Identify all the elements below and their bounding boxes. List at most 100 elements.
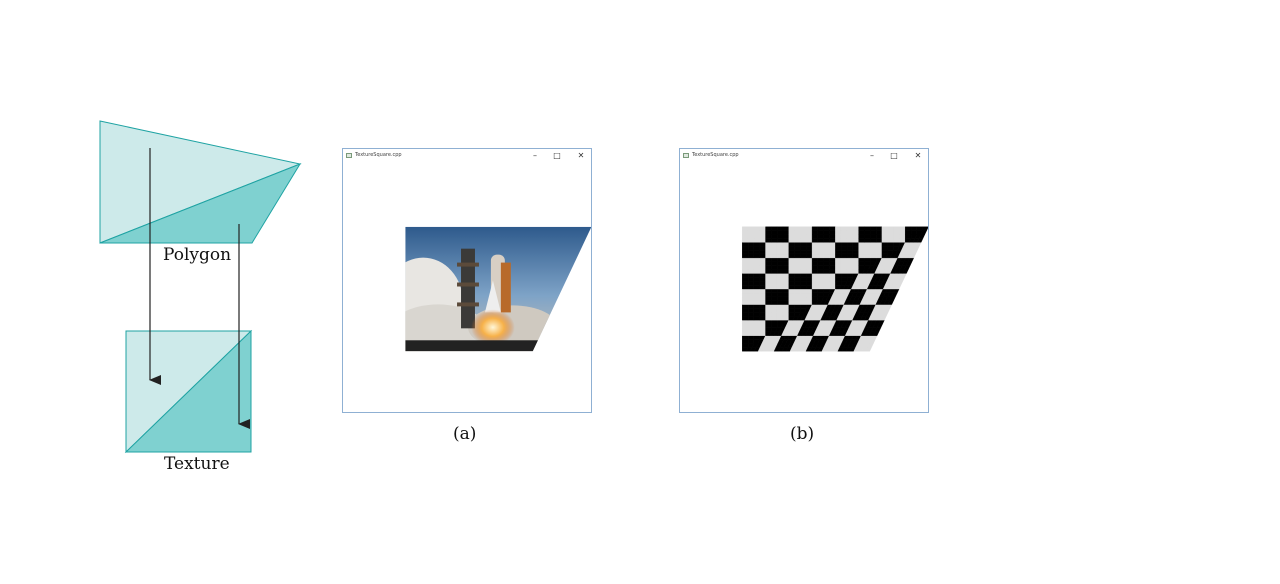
window-titlebar[interactable]: TextureSquare.cpp – □ ✕	[343, 149, 591, 163]
checker-cell	[823, 245, 830, 251]
checker-cell	[742, 300, 749, 305]
checker-cell	[771, 242, 778, 247]
checker-cell	[776, 226, 784, 231]
checker-cell	[817, 281, 824, 286]
checker-cell	[905, 226, 912, 231]
checker-cell	[753, 284, 760, 290]
checker-cell	[800, 230, 807, 235]
checker-cell	[817, 238, 824, 243]
checker-cell	[742, 312, 749, 317]
checker-cell	[759, 304, 766, 309]
checker-cell	[835, 277, 842, 282]
checker-cell	[753, 292, 760, 297]
checker-cell	[806, 277, 813, 282]
checker-cell	[765, 234, 772, 239]
checker-cell	[817, 230, 824, 235]
checker-cell	[893, 238, 900, 243]
checker-cell	[829, 273, 836, 278]
close-icon[interactable]: ✕	[914, 151, 922, 160]
checker-cell	[753, 261, 760, 266]
checker-cell	[852, 249, 859, 255]
checker-cell	[840, 249, 848, 255]
checker-cell	[788, 304, 795, 309]
checker-cell	[794, 281, 801, 286]
close-icon[interactable]: ✕	[577, 151, 585, 160]
checker-cell	[817, 269, 824, 274]
checker-cell	[806, 253, 813, 259]
checker-cell	[742, 304, 749, 309]
checker-cell	[811, 292, 819, 297]
window-a[interactable]: TextureSquare.cpp – □ ✕	[342, 148, 592, 413]
checker-cell	[753, 335, 760, 340]
checker-cell	[747, 319, 755, 325]
checker-cell	[788, 242, 795, 247]
checker-cell	[794, 284, 801, 290]
checker-cell	[835, 249, 842, 255]
checker-cell	[747, 308, 755, 313]
checker-cell	[846, 234, 854, 239]
checker-cell	[811, 238, 819, 243]
checker-cell	[776, 242, 784, 247]
checker-cell	[765, 316, 772, 321]
checker-cell	[806, 269, 813, 274]
checker-cell	[753, 257, 760, 262]
window-titlebar[interactable]: TextureSquare.cpp – □ ✕	[680, 149, 928, 163]
checker-cell	[794, 242, 801, 247]
checker-cell	[864, 234, 871, 239]
checker-cell	[753, 234, 760, 239]
checker-cell	[846, 273, 854, 278]
checker-cell	[747, 273, 755, 278]
checker-cell	[864, 245, 871, 251]
checker-cell	[771, 261, 778, 266]
checker-cell	[747, 249, 755, 255]
checker-cell	[858, 257, 865, 262]
checker-cell	[899, 238, 906, 243]
checker-cell	[759, 265, 766, 270]
checker-cell	[899, 234, 906, 239]
checker-cell	[742, 273, 749, 278]
checker-cell	[806, 265, 813, 270]
checker-cell	[776, 308, 784, 313]
app-icon	[346, 153, 352, 158]
checker-cell	[829, 234, 836, 239]
checker-cell	[846, 238, 854, 243]
checker-cell	[759, 316, 766, 321]
window-title: TextureSquare.cpp	[355, 152, 402, 158]
maximize-icon[interactable]: □	[553, 151, 561, 160]
minimize-icon[interactable]: –	[533, 151, 537, 160]
checker-cell	[811, 226, 819, 231]
checker-cell	[800, 257, 807, 262]
checker-cell	[823, 242, 830, 247]
checker-cell	[788, 273, 795, 278]
checker-cell	[858, 238, 865, 243]
checker-cell	[782, 284, 790, 290]
checker-cell	[817, 265, 824, 270]
checker-cell	[806, 238, 813, 243]
checker-cell	[823, 249, 830, 255]
window-b[interactable]: TextureSquare.cpp – □ ✕	[679, 148, 929, 413]
minimize-icon[interactable]: –	[870, 151, 874, 160]
maximize-icon[interactable]: □	[890, 151, 898, 160]
checker-cell	[753, 245, 760, 251]
checker-cell	[759, 226, 766, 231]
texture-label: Texture	[164, 454, 230, 474]
checker-cell	[794, 261, 801, 266]
checker-cell	[771, 281, 778, 286]
checker-cell	[753, 226, 760, 231]
checker-cell	[875, 249, 883, 255]
checker-cell	[776, 296, 784, 301]
checker-cell	[794, 265, 801, 270]
checker-cell	[759, 242, 766, 247]
checker-cell	[759, 261, 766, 266]
checker-cell	[776, 316, 784, 321]
checker-cell	[840, 230, 848, 235]
checker-cell	[759, 327, 766, 332]
checker-cell	[788, 300, 795, 305]
checker-cell	[852, 261, 859, 266]
checker-cell	[747, 242, 755, 247]
checker-cell	[858, 234, 865, 239]
checker-cell	[759, 281, 766, 286]
checker-cell	[817, 273, 824, 278]
checker-cell	[765, 230, 772, 235]
checker-cell	[742, 331, 749, 336]
